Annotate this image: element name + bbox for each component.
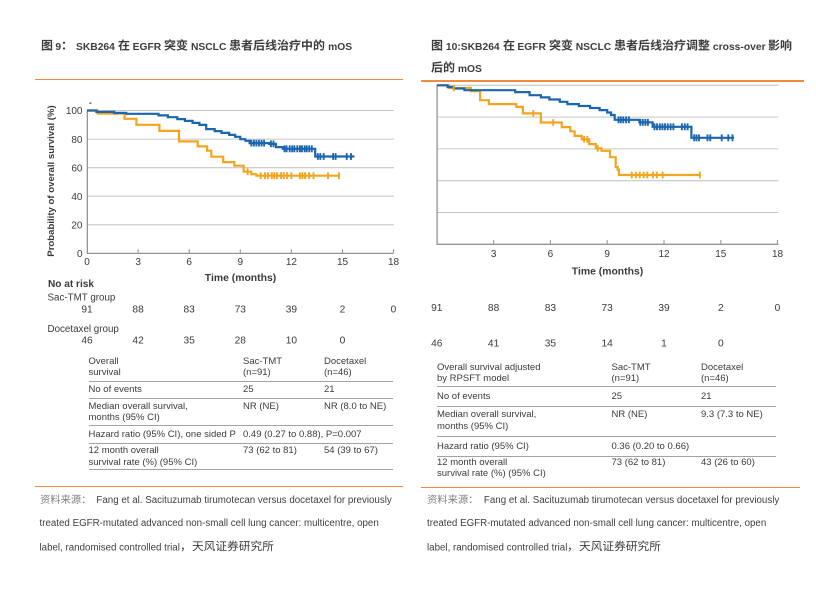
svg-text:39: 39 bbox=[286, 304, 298, 315]
svg-text:12: 12 bbox=[286, 257, 298, 268]
svg-text:2: 2 bbox=[718, 303, 724, 314]
svg-text:0: 0 bbox=[84, 257, 90, 268]
svg-text:60: 60 bbox=[71, 163, 83, 174]
svg-text:83: 83 bbox=[545, 303, 557, 314]
svg-text:39: 39 bbox=[658, 303, 670, 314]
svg-text:42: 42 bbox=[132, 336, 144, 347]
svg-text:Docetaxel group: Docetaxel group bbox=[48, 324, 120, 335]
svg-text:10: 10 bbox=[286, 336, 298, 347]
svg-text:6: 6 bbox=[548, 249, 554, 260]
svg-text:91: 91 bbox=[431, 303, 443, 314]
svg-text:12: 12 bbox=[658, 249, 670, 260]
svg-text:0: 0 bbox=[775, 303, 781, 314]
svg-text:18: 18 bbox=[388, 257, 400, 268]
svg-text:9: 9 bbox=[604, 249, 610, 260]
svg-text:Time (months): Time (months) bbox=[205, 273, 276, 284]
svg-text:15: 15 bbox=[337, 257, 349, 268]
svg-text:20: 20 bbox=[71, 221, 83, 232]
svg-text:88: 88 bbox=[488, 303, 500, 314]
svg-text:3: 3 bbox=[135, 257, 141, 268]
svg-text:100: 100 bbox=[66, 106, 83, 117]
svg-text:14: 14 bbox=[602, 338, 614, 349]
svg-text:0: 0 bbox=[77, 249, 83, 260]
svg-text:73: 73 bbox=[235, 304, 247, 315]
svg-text:3: 3 bbox=[491, 249, 497, 260]
svg-text:6: 6 bbox=[186, 257, 192, 268]
svg-text:46: 46 bbox=[81, 336, 93, 347]
svg-text:Probability of overall surviva: Probability of overall survival (%) bbox=[46, 105, 57, 256]
svg-text:9: 9 bbox=[238, 257, 244, 268]
svg-text:18: 18 bbox=[772, 249, 784, 260]
svg-text:28: 28 bbox=[235, 336, 247, 347]
svg-text:35: 35 bbox=[184, 336, 196, 347]
svg-text:40: 40 bbox=[71, 192, 83, 203]
svg-text:Time (months): Time (months) bbox=[572, 267, 643, 278]
svg-text:0: 0 bbox=[340, 336, 346, 347]
svg-text:2: 2 bbox=[340, 304, 346, 315]
svg-text:1: 1 bbox=[661, 338, 667, 349]
svg-text:41: 41 bbox=[488, 338, 500, 349]
svg-text:83: 83 bbox=[184, 304, 196, 315]
svg-text:46: 46 bbox=[431, 338, 443, 349]
svg-text:91: 91 bbox=[81, 304, 93, 315]
svg-text:88: 88 bbox=[132, 304, 144, 315]
svg-text:No at risk: No at risk bbox=[48, 279, 94, 290]
svg-text:0: 0 bbox=[391, 304, 397, 315]
svg-text:35: 35 bbox=[545, 338, 557, 349]
svg-text:Sac-TMT group: Sac-TMT group bbox=[48, 293, 116, 304]
svg-text:0: 0 bbox=[718, 338, 724, 349]
svg-text:80: 80 bbox=[71, 135, 83, 146]
svg-text:15: 15 bbox=[715, 249, 727, 260]
svg-text:73: 73 bbox=[602, 303, 614, 314]
